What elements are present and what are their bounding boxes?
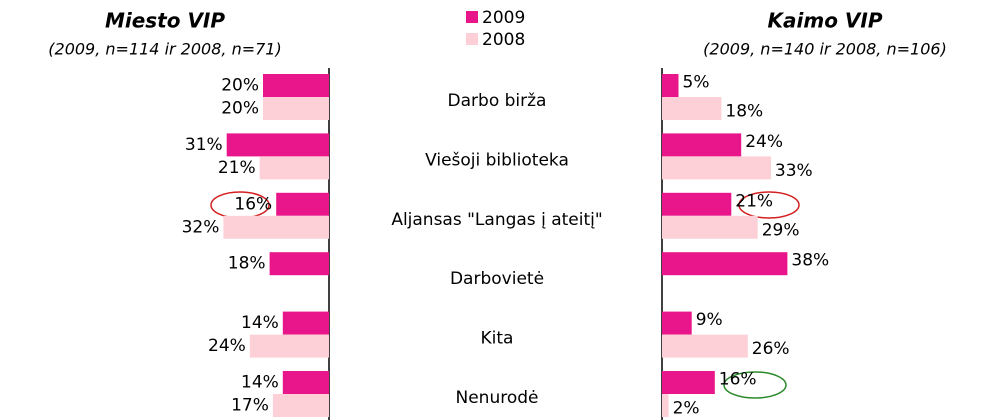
- value-label: 20%: [221, 76, 259, 96]
- bar: [263, 97, 329, 120]
- bar: [282, 371, 329, 394]
- highlight: [738, 191, 800, 219]
- value-label: 24%: [745, 132, 783, 152]
- bar: [662, 74, 679, 97]
- bar: [249, 334, 329, 358]
- category-label: Kita: [481, 329, 514, 349]
- value-label: 21%: [218, 158, 256, 178]
- legend-label: 2009: [482, 8, 525, 28]
- bar: [276, 192, 329, 216]
- value-label: 14%: [241, 313, 279, 333]
- value-label: 33%: [775, 161, 813, 181]
- category-label: Darbo birža: [448, 91, 547, 111]
- value-label: 18%: [725, 102, 763, 122]
- bar: [662, 133, 742, 157]
- bar: [662, 371, 715, 394]
- bar: [259, 156, 329, 180]
- legend-swatch: [466, 33, 478, 45]
- bar: [662, 394, 669, 417]
- category-label: Darbovietė: [450, 269, 544, 289]
- bar: [269, 252, 329, 276]
- value-label: 16%: [719, 370, 757, 390]
- value-label: 21%: [735, 191, 773, 211]
- value-label: 32%: [182, 217, 220, 237]
- chart-subtitle: (2009, n=140 ir 2008, n=106): [703, 40, 947, 59]
- category-label: Aljansas "Langas į ateitį": [391, 210, 602, 230]
- value-label: 17%: [231, 396, 269, 416]
- category-label: Viešoji biblioteka: [425, 150, 569, 170]
- value-label: 16%: [234, 194, 272, 214]
- value-label: 24%: [208, 336, 246, 356]
- value-label: 29%: [762, 220, 800, 240]
- value-label: 9%: [696, 310, 723, 330]
- chart-title: Kaimo VIP: [768, 9, 883, 33]
- chart-title: Miesto VIP: [105, 9, 225, 33]
- bar: [662, 192, 732, 216]
- legend-swatch: [466, 11, 478, 23]
- value-label: 18%: [228, 254, 266, 274]
- legend-label: 2008: [482, 30, 525, 50]
- bar: [662, 252, 788, 276]
- value-label: 14%: [241, 373, 279, 393]
- bar: [263, 74, 329, 97]
- chart-subtitle: (2009, n=114 ir 2008, n=71): [48, 40, 281, 59]
- bar: [272, 394, 329, 417]
- value-label: 2%: [673, 399, 700, 419]
- bar: [662, 97, 722, 120]
- value-label: 38%: [791, 251, 829, 271]
- value-label: 20%: [221, 99, 259, 119]
- bar: [223, 215, 329, 239]
- value-label: 5%: [683, 73, 710, 93]
- bar: [662, 334, 748, 358]
- bar: [662, 215, 758, 239]
- highlight: [723, 371, 787, 399]
- bar: [662, 156, 771, 180]
- value-label: 31%: [185, 135, 223, 155]
- bar: [282, 311, 329, 335]
- bar: [662, 311, 692, 335]
- bar: [226, 133, 329, 157]
- category-label: Nenurodė: [456, 388, 539, 408]
- value-label: 26%: [752, 339, 790, 359]
